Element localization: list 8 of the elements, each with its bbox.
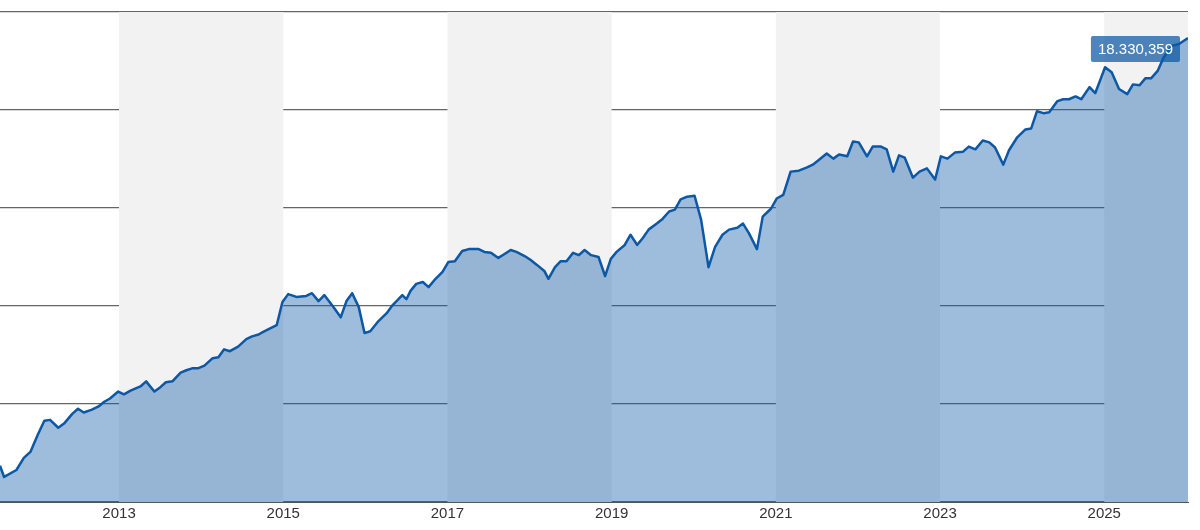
x-tick-label: 2013 [102, 504, 136, 522]
annotation: 18.330,359 [1097, 40, 1173, 58]
x-tick-label: 2017 [430, 504, 465, 522]
x-tick-label: 2015 [266, 504, 300, 522]
x-tick-label: 2019 [594, 504, 629, 522]
x-tick-label: 2025 [1087, 504, 1121, 522]
x-tick-label: 2021 [759, 504, 793, 522]
x-tick-label: 2023 [923, 504, 957, 522]
